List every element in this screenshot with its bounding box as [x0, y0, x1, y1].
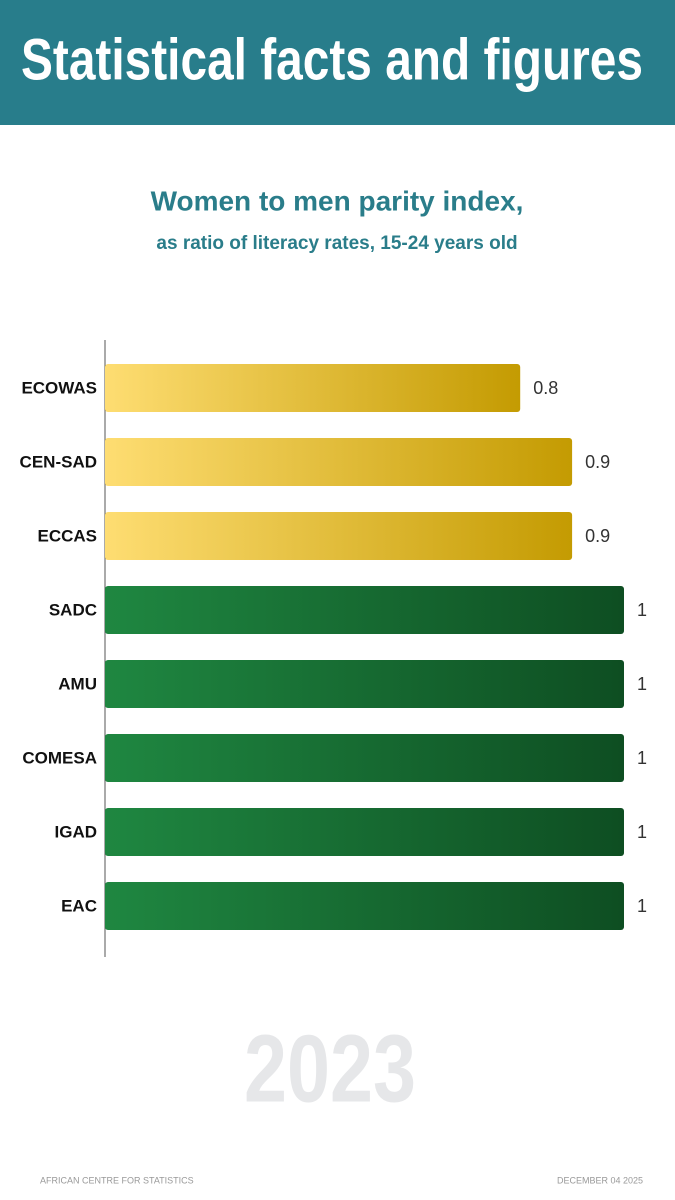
value-label: 0.9 — [585, 526, 610, 546]
bar — [105, 586, 624, 634]
category-label: CEN-SAD — [20, 452, 97, 471]
category-label: COMESA — [22, 748, 97, 767]
bar — [105, 512, 573, 560]
value-label: 1 — [637, 748, 647, 768]
bar — [105, 808, 624, 856]
bar — [105, 364, 521, 412]
value-label: 0.9 — [585, 452, 610, 472]
year: 2023 — [244, 1015, 416, 1122]
value-label: 0.8 — [533, 378, 558, 398]
value-label: 1 — [637, 600, 647, 620]
bar — [105, 882, 624, 930]
category-label: SADC — [49, 600, 97, 619]
category-label: IGAD — [55, 822, 98, 841]
value-label: 1 — [637, 822, 647, 842]
category-label: AMU — [58, 674, 97, 693]
category-label: EAC — [61, 896, 97, 915]
category-label: ECOWAS — [21, 378, 97, 397]
footer-left: AFRICAN CENTRE FOR STATISTICS — [40, 1175, 194, 1185]
page-title: Statistical facts and figures — [21, 27, 643, 92]
value-label: 1 — [637, 896, 647, 916]
category-label: ECCAS — [37, 526, 97, 545]
value-label: 1 — [637, 674, 647, 694]
header-band — [0, 0, 675, 125]
bar — [105, 660, 624, 708]
chart-subtitle: as ratio of literacy rates, 15-24 years … — [156, 233, 517, 254]
bar — [105, 734, 624, 782]
chart-title: Women to men parity index, — [151, 185, 524, 216]
footer-right: DECEMBER 04 2025 — [557, 1175, 643, 1185]
bar — [105, 438, 573, 486]
